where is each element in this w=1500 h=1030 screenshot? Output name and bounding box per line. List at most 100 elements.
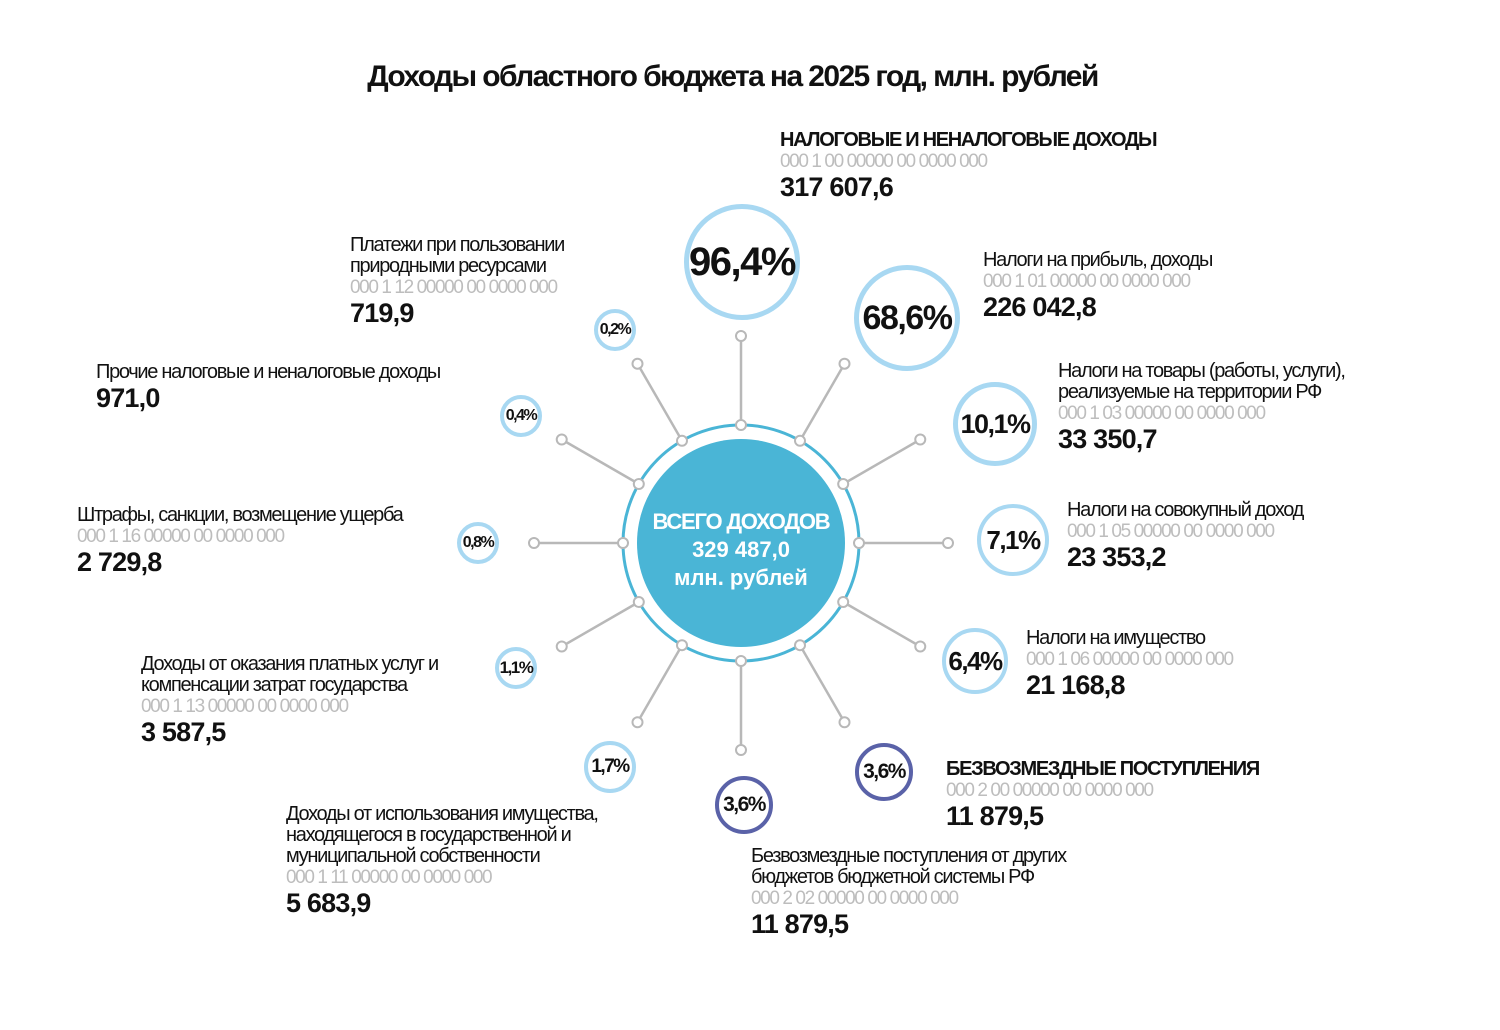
spoke-node [631,357,644,370]
item-value: 11 879,5 [946,801,1044,831]
item-value: 5 683,9 [286,888,371,918]
budget-code: 000 1 05 00000 00 0000 000 [1067,521,1275,542]
spoke-node [632,596,645,608]
spoke-node [676,434,688,447]
spoke-node [735,419,747,431]
item-value: 2 729,8 [77,547,162,577]
item-label: Налоги на товары (работы, услуги), [1058,360,1346,382]
revenue-item: Доходы от использования имущества, находя… [286,803,599,919]
item-label: НАЛОГОВЫЕ И НЕНАЛОГОВЫЕ ДОХОДЫ [780,129,1158,151]
item-value: 23 353,2 [1067,542,1167,572]
budget-code: 000 1 03 00000 00 0000 000 [1058,403,1266,424]
budget-code: 000 1 11 00000 00 0000 000 [286,867,493,888]
center-total: ВСЕГО ДОХОДОВ 329 487,0 млн. рублей [636,508,846,592]
item-label: Налоги на прибыль, доходы [983,249,1213,271]
spoke-node [631,716,644,729]
spoke-node [914,640,927,653]
spoke-node [735,744,747,756]
revenue-item: Прочие налоговые и неналоговые доходы 971… [96,361,441,414]
spoke-node [555,433,568,446]
spoke-line [561,438,640,486]
item-label: находящегося в государственной и [286,824,572,846]
revenue-item: Налоги на совокупный доход 000 1 05 00000… [1067,499,1304,573]
item-value: 11 879,5 [751,909,849,939]
spoke-node [794,434,806,447]
item-label: природными ресурсами [350,255,547,277]
percent-bubble: 1,1% [495,647,537,689]
item-label: Прочие налоговые и неналоговые доходы [96,361,441,383]
spoke-line [842,438,921,486]
item-label: компенсации затрат государства [141,674,408,696]
spoke-node [837,596,850,608]
item-value: 21 168,8 [1026,670,1126,700]
percent-bubble: 7,1% [977,504,1049,576]
revenue-item: Штрафы, санкции, возмещение ущерба 000 1 … [77,504,404,578]
item-label: бюджетов бюджетной системы РФ [751,866,1035,888]
item-label: Налоги на совокупный доход [1067,499,1304,521]
item-label: Платежи при пользовании [350,234,565,256]
item-label: муниципальной собственности [286,845,541,867]
spoke-node [942,537,954,549]
center-circle [637,439,845,647]
budget-code: 000 2 00 00000 00 0000 000 [946,780,1154,801]
center-value: 329 487,0 [692,537,790,562]
item-label: Доходы от оказания платных услуг и [141,653,439,675]
spoke-line [636,363,684,442]
spoke-node [555,640,568,653]
spoke-node [676,639,688,652]
spoke-line [842,600,921,648]
spoke-node [838,716,851,729]
spoke-node [794,639,806,652]
item-label: Доходы от использования имущества, [286,803,599,825]
budget-code: 000 1 01 00000 00 0000 000 [983,271,1191,292]
percent-bubble: 96,4% [684,204,800,320]
item-label: Налоги на имущество [1026,627,1206,649]
revenue-item: Налоги на прибыль, доходы 000 1 01 00000 … [983,249,1213,323]
item-label: Безвозмездные поступления от других [751,845,1067,867]
item-value: 226 042,8 [983,292,1097,322]
revenue-item: НАЛОГОВЫЕ И НЕНАЛОГОВЫЕ ДОХОДЫ 000 1 00 0… [780,129,1158,203]
page-title: Доходы областного бюджета на 2025 год, м… [367,60,1099,93]
item-value: 971,0 [96,383,160,413]
spoke-node [735,655,747,667]
spoke-line [798,363,846,442]
budget-code: 000 1 06 00000 00 0000 000 [1026,649,1234,670]
item-value: 3 587,5 [141,717,226,747]
revenue-item: Доходы от оказания платных услуг и компен… [141,653,439,748]
revenue-item: Налоги на товары (работы, услуги), реализ… [1058,360,1346,455]
spoke-line [798,644,846,723]
item-value: 317 607,6 [780,172,894,202]
percent-bubble: 3,6% [715,776,773,834]
budget-code: 000 1 12 00000 00 0000 000 [350,277,558,298]
spoke-node [838,357,851,370]
percent-bubble: 0,2% [594,309,636,351]
spoke-line [561,600,640,648]
percent-bubble: 0,4% [500,395,542,437]
budget-code: 000 2 02 00000 00 0000 000 [751,888,959,909]
spoke-node [617,537,629,549]
item-label: Штрафы, санкции, возмещение ущерба [77,504,404,526]
budget-code: 000 1 00 00000 00 0000 000 [780,151,988,172]
percent-bubble: 10,1% [953,382,1037,466]
revenue-item: Безвозмездные поступления от других бюдже… [751,845,1067,940]
spoke-node [735,330,747,342]
spoke-node [914,433,927,446]
percent-bubble: 3,6% [855,743,913,801]
revenue-item: Налоги на имущество 000 1 06 00000 00 000… [1026,627,1234,701]
item-value: 719,9 [350,298,414,328]
revenue-item: Платежи при пользовании природными ресурс… [350,234,565,329]
center-unit: млн. рублей [674,565,808,590]
item-value: 33 350,7 [1058,424,1158,454]
spoke-node [853,537,865,549]
spoke-line [636,644,684,723]
percent-bubble: 1,7% [584,741,636,793]
budget-code: 000 1 13 00000 00 0000 000 [141,696,349,717]
spoke-node [632,478,645,490]
revenue-item: БЕЗВОЗМЕЗДНЫЕ ПОСТУПЛЕНИЯ 000 2 00 00000 … [946,759,1260,832]
budget-code: 000 1 16 00000 00 0000 000 [77,526,285,547]
spoke-node [837,478,850,490]
spoke-node [528,537,540,549]
percent-bubble: 68,6% [854,265,960,371]
